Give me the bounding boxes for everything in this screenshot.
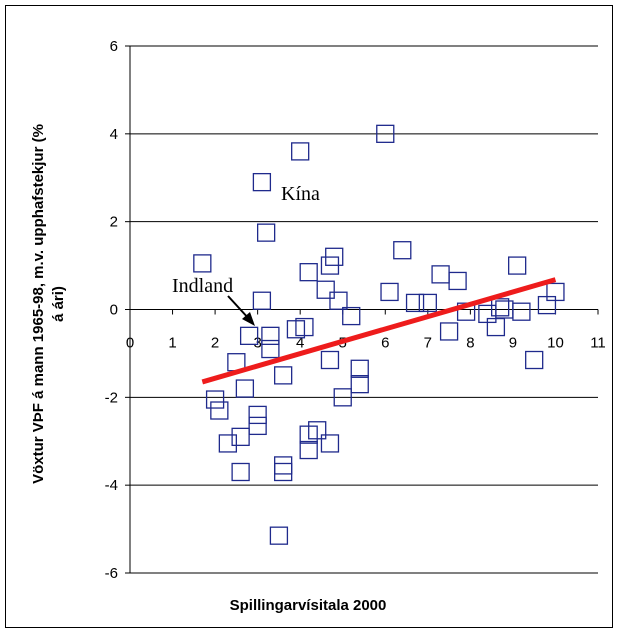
data-point bbox=[490, 298, 510, 317]
x-tick-label: 6 bbox=[381, 335, 389, 352]
data-point bbox=[329, 291, 348, 310]
y-tick-label: 4 bbox=[110, 126, 118, 143]
data-point bbox=[239, 326, 259, 346]
grid-lines bbox=[129, 45, 598, 574]
x-tick-label: 4 bbox=[296, 335, 304, 352]
data-point bbox=[512, 302, 531, 321]
data-point bbox=[320, 350, 340, 370]
data-point bbox=[320, 434, 340, 453]
data-point bbox=[308, 421, 327, 440]
data-point bbox=[333, 388, 352, 407]
data-point bbox=[248, 405, 267, 425]
x-tick-label: 9 bbox=[509, 335, 517, 352]
data-point bbox=[320, 256, 340, 275]
x-tick-label: 2 bbox=[211, 335, 219, 352]
x-tick-label: 7 bbox=[424, 335, 432, 352]
data-point bbox=[508, 256, 527, 275]
data-point bbox=[537, 295, 557, 315]
data-points bbox=[193, 124, 565, 545]
data-point bbox=[252, 291, 272, 310]
data-point bbox=[274, 462, 293, 482]
x-tick-label: 0 bbox=[126, 335, 134, 352]
y-axis-ticks: 6 4 2 0 -2 -4 -6 bbox=[105, 38, 130, 582]
data-point bbox=[235, 379, 255, 398]
data-point bbox=[256, 223, 276, 242]
x-tick-label: 10 bbox=[547, 335, 564, 352]
data-point bbox=[299, 263, 318, 282]
data-point bbox=[210, 401, 229, 420]
data-point bbox=[342, 306, 361, 326]
data-point bbox=[486, 317, 506, 337]
data-point bbox=[231, 462, 250, 482]
data-point bbox=[205, 390, 225, 409]
data-point bbox=[431, 265, 450, 284]
y-tick-label: 2 bbox=[110, 214, 118, 231]
annotation-arrowhead bbox=[242, 312, 255, 326]
trend-line bbox=[201, 277, 557, 385]
data-point bbox=[274, 366, 293, 385]
data-point bbox=[261, 339, 280, 359]
data-point bbox=[231, 427, 250, 447]
data-point bbox=[252, 172, 272, 192]
y-axis-title: Vöxtur VÞF á mann 1965-98, m.v. upphafst… bbox=[30, 124, 67, 484]
y-axis-title-line2: á ári) bbox=[50, 286, 67, 322]
data-point bbox=[380, 282, 399, 302]
data-point bbox=[418, 293, 437, 313]
data-point bbox=[295, 317, 314, 337]
data-point bbox=[269, 526, 289, 545]
x-axis-ticks: 01234567891011 bbox=[126, 309, 606, 352]
data-point bbox=[448, 271, 467, 291]
x-axis-title: Spillingarvísitala 2000 bbox=[230, 597, 387, 614]
data-point bbox=[299, 440, 318, 460]
y-tick-label: 0 bbox=[110, 302, 118, 319]
data-point bbox=[376, 124, 395, 143]
data-point bbox=[350, 375, 369, 394]
y-tick-label: -4 bbox=[105, 477, 118, 494]
data-point bbox=[261, 326, 280, 346]
data-point bbox=[291, 142, 310, 161]
y-tick-label: -2 bbox=[105, 389, 118, 406]
annotation-kina: Kína bbox=[281, 183, 320, 205]
data-point bbox=[316, 280, 335, 299]
y-tick-label: -6 bbox=[105, 565, 118, 582]
data-point bbox=[350, 359, 369, 378]
data-point bbox=[248, 416, 267, 436]
data-point bbox=[193, 254, 212, 273]
data-point bbox=[393, 241, 412, 260]
data-point bbox=[274, 456, 293, 475]
x-tick-label: 8 bbox=[466, 335, 474, 352]
y-axis-title-line1: Vöxtur VÞF á mann 1965-98, m.v. upphafst… bbox=[30, 124, 47, 484]
x-tick-label: 11 bbox=[590, 335, 606, 352]
y-tick-label: 6 bbox=[110, 38, 118, 55]
x-tick-label: 1 bbox=[168, 335, 176, 352]
data-point bbox=[218, 434, 238, 453]
data-point bbox=[405, 293, 425, 313]
data-point bbox=[439, 322, 459, 341]
annotation-indland: Indland bbox=[172, 275, 233, 297]
data-point bbox=[525, 350, 544, 370]
